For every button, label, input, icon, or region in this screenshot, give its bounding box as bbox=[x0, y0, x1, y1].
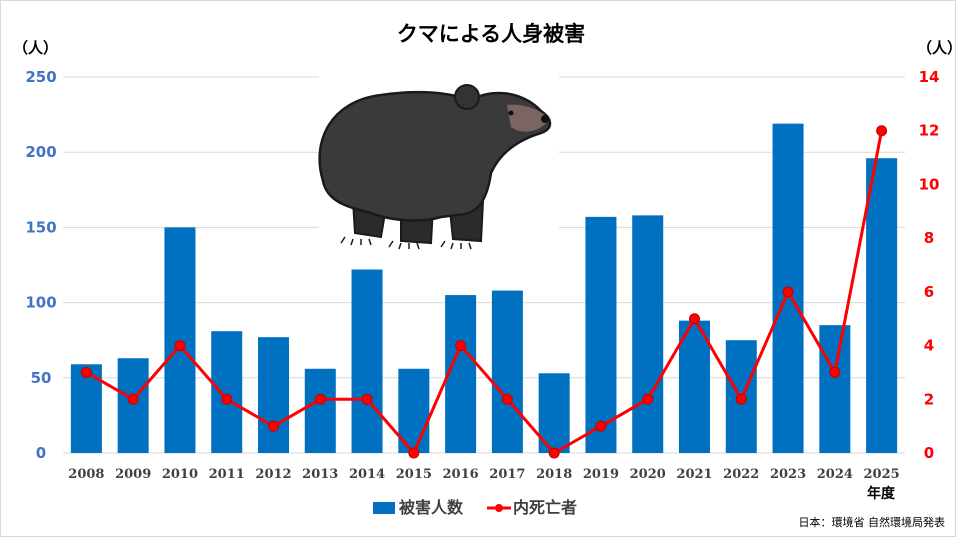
right-tick-label: 2 bbox=[924, 390, 934, 408]
bar bbox=[304, 368, 336, 453]
left-tick-label: 250 bbox=[25, 68, 56, 86]
x-tick-label: 2019 bbox=[583, 467, 619, 482]
right-tick-label: 8 bbox=[924, 229, 934, 247]
left-axis-ticks: 0 50 100 150 200 250 bbox=[25, 68, 56, 462]
line-point bbox=[80, 366, 92, 378]
line-series bbox=[80, 125, 888, 459]
x-tick-label: 2011 bbox=[209, 467, 245, 482]
line-point bbox=[782, 286, 794, 298]
line-point bbox=[876, 125, 888, 137]
line-point bbox=[314, 393, 326, 405]
left-axis-unit: （人） bbox=[13, 39, 58, 57]
line-point bbox=[642, 393, 654, 405]
death-line bbox=[85, 130, 884, 455]
x-tick-label: 2014 bbox=[349, 467, 385, 482]
legend-bar-label: 被害人数 bbox=[399, 498, 464, 517]
left-tick-label: 0 bbox=[36, 444, 46, 462]
x-tick-label: 2013 bbox=[302, 467, 338, 482]
right-axis-ticks: 0 2 4 6 8 10 12 14 bbox=[919, 68, 940, 462]
left-tick-label: 150 bbox=[25, 218, 56, 236]
legend-bar-swatch bbox=[373, 502, 395, 514]
bear-icon bbox=[318, 69, 559, 250]
bar bbox=[445, 295, 477, 453]
right-tick-label: 0 bbox=[924, 444, 934, 462]
x-tick-label: 2025 bbox=[864, 467, 900, 482]
line-point bbox=[501, 393, 513, 405]
x-tick-label: 2008 bbox=[68, 467, 104, 482]
legend: 被害人数 内死亡者 bbox=[373, 498, 577, 517]
line-point bbox=[595, 420, 607, 432]
x-axis-ticks: 2008 2009 2010 2011 2012 2013 2014 2015 2016 2017… bbox=[68, 467, 899, 482]
right-tick-label: 12 bbox=[919, 122, 940, 140]
line-point bbox=[829, 366, 841, 378]
line-point bbox=[735, 393, 747, 405]
bar bbox=[585, 216, 617, 453]
line-point bbox=[174, 340, 186, 352]
line-point bbox=[408, 447, 420, 459]
x-tick-label: 2024 bbox=[817, 467, 853, 482]
right-tick-label: 4 bbox=[924, 337, 934, 355]
line-point bbox=[268, 420, 279, 432]
line-point bbox=[455, 340, 467, 352]
line-point bbox=[361, 393, 373, 405]
bar bbox=[866, 158, 898, 453]
bar bbox=[819, 325, 851, 453]
right-tick-label: 6 bbox=[924, 283, 934, 301]
line-point bbox=[548, 447, 560, 459]
bar bbox=[679, 320, 710, 453]
bar bbox=[258, 337, 289, 453]
x-tick-label: 2022 bbox=[723, 467, 759, 482]
x-tick-label: 2017 bbox=[489, 467, 525, 482]
line-point bbox=[221, 393, 233, 405]
left-tick-label: 100 bbox=[25, 294, 56, 312]
left-tick-label: 50 bbox=[31, 369, 52, 387]
x-tick-label: 2009 bbox=[115, 467, 151, 482]
x-tick-label: 2021 bbox=[676, 467, 712, 482]
x-axis-label: 年度 bbox=[867, 485, 896, 502]
right-tick-label: 14 bbox=[919, 68, 940, 86]
bar bbox=[211, 331, 243, 453]
line-point bbox=[689, 313, 700, 325]
line-point bbox=[127, 393, 139, 405]
bar bbox=[351, 269, 383, 453]
bar bbox=[632, 215, 664, 453]
x-tick-label: 2010 bbox=[162, 467, 198, 482]
right-axis-unit: （人） bbox=[917, 39, 955, 57]
x-tick-label: 2015 bbox=[396, 467, 432, 482]
x-tick-label: 2018 bbox=[536, 467, 572, 482]
x-tick-label: 2016 bbox=[443, 467, 479, 482]
legend-line-label: 内死亡者 bbox=[513, 498, 577, 517]
x-tick-label: 2020 bbox=[630, 467, 666, 482]
bar bbox=[117, 358, 149, 453]
left-tick-label: 200 bbox=[25, 143, 56, 161]
x-tick-label: 2012 bbox=[255, 467, 291, 482]
right-tick-label: 10 bbox=[919, 175, 940, 193]
x-tick-label: 2023 bbox=[770, 467, 806, 482]
source-note: 日本：環境省 自然環境局発表 bbox=[799, 515, 946, 529]
bar bbox=[491, 290, 523, 453]
legend-line-marker bbox=[495, 504, 503, 512]
chart-title: クマによる人身被害 bbox=[397, 22, 585, 46]
